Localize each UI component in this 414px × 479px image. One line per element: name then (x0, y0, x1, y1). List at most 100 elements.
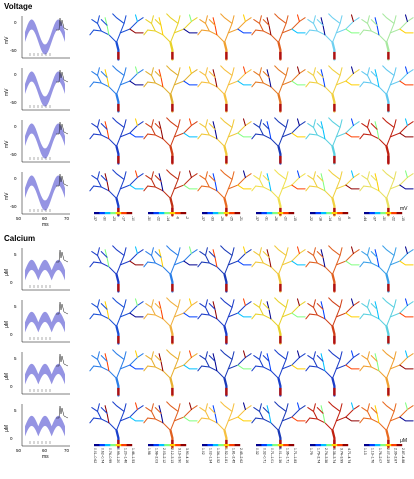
dendrite-branch (220, 65, 233, 76)
calcium-tree-r3-c6 (359, 349, 414, 397)
dendrite-branch (212, 69, 218, 88)
dendrite-branch (262, 251, 270, 258)
dendrite-branch (188, 170, 192, 179)
colorbar-segment (218, 444, 224, 447)
colorbar-segment (310, 212, 316, 215)
dendrite-branch (320, 353, 326, 372)
colorbar-segment (180, 212, 187, 215)
voltage-tree-r2-c2 (143, 65, 198, 113)
dendrite-branch (345, 260, 360, 266)
colorbar-segment (380, 444, 386, 447)
dendrite-branch (204, 351, 208, 360)
trace-inset (56, 69, 69, 83)
dendrite-branch (169, 299, 181, 327)
colorbar-tick: 1.71–1.83 (293, 448, 297, 463)
dendrite-branch (100, 355, 108, 362)
colorbar-segment (153, 212, 160, 215)
colorbar-tick: 1.34–1.52 (216, 448, 220, 463)
trace-ytick: 0 (14, 176, 17, 181)
colorbar-segment (256, 212, 262, 215)
dendrite-branch (199, 251, 210, 264)
colorbar-segment (164, 212, 170, 215)
colorbar-segment (266, 212, 273, 215)
dendrite-branch (100, 303, 108, 310)
colorbar-tick: -15 (293, 216, 297, 221)
voltage-colorbar-5: -22 -18 -14 -10 -6 (309, 212, 351, 221)
dendrite-branch (115, 247, 127, 275)
dendrite-branch (350, 118, 354, 127)
dendrite-branch (320, 69, 326, 88)
dendrite-branch (199, 175, 210, 188)
dendrite-branch (188, 118, 192, 127)
dendrite-branch (145, 123, 156, 136)
dendrite-branch (129, 416, 144, 422)
dendrite-branch (220, 297, 233, 308)
dendrite-branch (262, 19, 270, 26)
dendrite-branch (266, 69, 272, 88)
calcium-tree-r4-c3 (197, 401, 252, 449)
dendrite-branch (91, 175, 102, 188)
dendrite-branch (208, 71, 216, 78)
dendrite-branch (197, 185, 203, 192)
dendrite-branch (399, 184, 414, 190)
dendrite-branch (320, 121, 326, 140)
dendrite-branch (96, 119, 100, 128)
dendrite-branch (204, 299, 208, 308)
dendrite-branch (312, 119, 316, 128)
dendrite-branch (100, 175, 108, 182)
dendrite-branch (119, 69, 144, 86)
dendrite-branch (316, 407, 324, 414)
colorbar-segment (234, 212, 241, 215)
dendrite-branch (129, 80, 144, 86)
colorbar-tick: 1.98–2.03 (155, 448, 159, 463)
dendrite-branch (309, 133, 334, 147)
dendrite-branch (143, 133, 149, 140)
dendrite-branch (316, 19, 324, 26)
dendrite-branch (385, 67, 397, 95)
dendrite-branch (199, 303, 210, 316)
dendrite-branch (204, 15, 208, 24)
calcium-section-title: Calcium (4, 234, 36, 243)
colorbar-segment (218, 212, 224, 215)
dendrite-branch (361, 303, 372, 316)
dendrite-branch (345, 364, 360, 370)
dendrite-branch (274, 169, 287, 180)
dendrite-branch (115, 67, 127, 95)
dendrite-branch (212, 249, 218, 268)
colorbar-tick: 0.32 (255, 448, 259, 455)
dendrite-branch (370, 251, 378, 258)
colorbar-segment (115, 444, 122, 447)
dendrite-branch (212, 17, 218, 36)
trace-ytick: 5 (14, 304, 17, 309)
dendrite-branch (366, 15, 370, 24)
colorbar-segment (385, 212, 392, 215)
colorbar-segment (169, 444, 176, 447)
colorbar-segment (288, 212, 295, 215)
dendrite-branch (158, 301, 164, 320)
dendrite-branch (237, 28, 252, 34)
calcium-tree-r3-c1 (89, 349, 144, 397)
dendrite-branch (274, 245, 287, 256)
colorbar-tick: 4.71–4.74 (347, 448, 351, 463)
calcium-tree-r3-c5 (305, 349, 360, 397)
dendrite-branch (91, 251, 102, 264)
trace-xtick: 60 (42, 448, 48, 453)
dendrite-branch (328, 65, 341, 76)
dendrite-branch (154, 303, 162, 310)
dendrite-branch (363, 185, 388, 199)
dendrite-branch (158, 17, 164, 36)
dendrite-branch (188, 350, 192, 359)
voltage-tree-r1-c1 (89, 13, 144, 61)
dendrite-branch (147, 365, 172, 379)
dendrite-branch (312, 299, 316, 308)
calcium-trace-row-3 (21, 352, 70, 395)
dendrite-branch (253, 175, 264, 188)
dendrite-branch (197, 81, 203, 88)
calcium-colorbar-2: 1.98 1.98–2.03 2.03–2.12 2.12–3.13 3.13–3.90… (147, 444, 189, 463)
dendrite-branch (366, 403, 370, 412)
dendrite-branch (385, 403, 397, 431)
colorbar-segment (385, 444, 392, 447)
dendrite-branch (316, 71, 324, 78)
dendrite-branch (370, 303, 378, 310)
colorbar-tick: -37 (255, 216, 259, 221)
